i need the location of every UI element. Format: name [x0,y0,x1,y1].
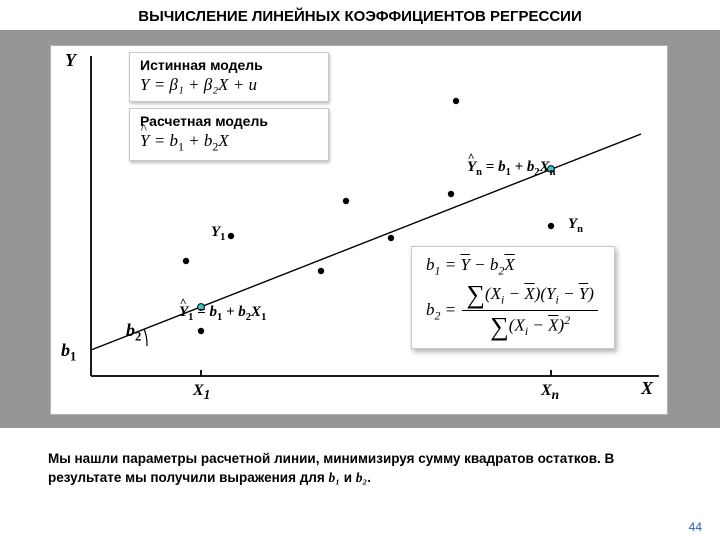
formula-b1: b1 = Y − b2X [426,255,600,278]
fit-model-title: Расчетная модель [140,113,318,129]
Yhatn-label: Yn = b1 + b2Xn [467,159,556,178]
fit-model-eq: Y = b1 + b2X [140,131,318,154]
true-model-title: Истинная модель [140,57,318,73]
caption-line1: Мы нашли параметры расчетной линии, мини… [48,451,614,466]
Yhat1-label: Y1 = b1 + b2X1 [179,304,266,323]
xn-tick-label: Xn [541,382,559,403]
formula-box: b1 = Y − b2X b2 = ∑(Xi − X)(Yi − Y)∑(Xi … [411,246,615,349]
true-model-box: Истинная модель Y = β₁ + β₂X + u [129,52,329,102]
x1-tick-label: X1 [193,382,210,403]
true-model-eq: Y = β₁ + β₂X + u [140,75,318,95]
page-number: 44 [689,520,702,534]
page-title: ВЫЧИСЛЕНИЕ ЛИНЕЙНЫХ КОЭФФИЦИЕНТОВ РЕГРЕС… [0,8,720,25]
Yn-label: Yn [568,216,583,235]
b2-label: b2 [126,320,141,345]
Y1-label: Y1 [211,224,225,243]
caption: Мы нашли параметры расчетной линии, мини… [48,450,678,488]
formula-b2: b2 = ∑(Xi − X)(Yi − Y)∑(Xi − X)2 [426,282,600,340]
y-axis-label: Y [65,50,76,71]
caption-line2-prefix: результате мы получили выражения для [48,470,328,485]
fit-model-box: Расчетная модель Y = b1 + b2X [129,108,329,161]
b1-label: b1 [61,340,76,365]
plot-panel: Y X X1 Xn b1 b2 Истинная модель Y = β₁ +… [50,45,668,415]
x-axis-label: X [641,378,653,399]
